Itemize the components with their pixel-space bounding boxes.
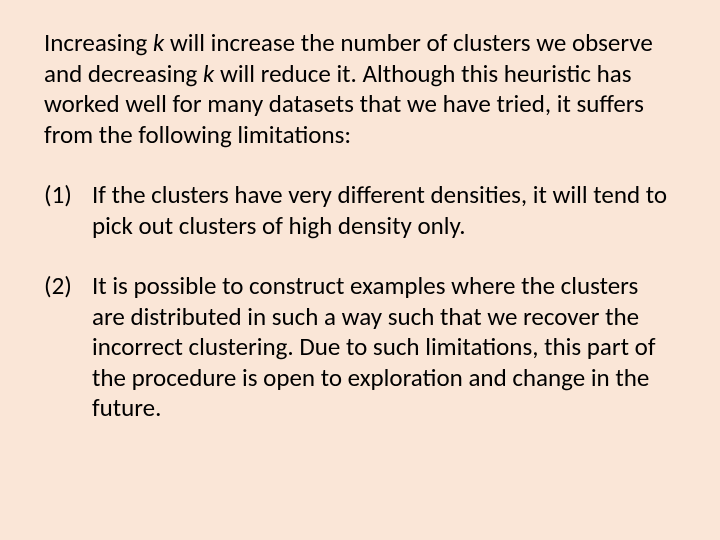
k-variable-2: k xyxy=(203,58,214,89)
limitations-list: (1)If the clusters have very different d… xyxy=(44,180,676,424)
list-item: (1)If the clusters have very different d… xyxy=(44,180,676,241)
intro-text-a: Increasing xyxy=(44,27,153,58)
item-text: It is possible to construct examples whe… xyxy=(92,270,655,423)
list-item: (2)It is possible to construct examples … xyxy=(44,271,676,424)
item-marker: (2) xyxy=(44,271,92,302)
item-text: If the clusters have very different dens… xyxy=(92,179,667,241)
k-variable-1: k xyxy=(153,27,164,58)
intro-paragraph: Increasing k will increase the number of… xyxy=(44,28,676,150)
slide-content: Increasing k will increase the number of… xyxy=(0,0,720,540)
item-marker: (1) xyxy=(44,180,92,211)
